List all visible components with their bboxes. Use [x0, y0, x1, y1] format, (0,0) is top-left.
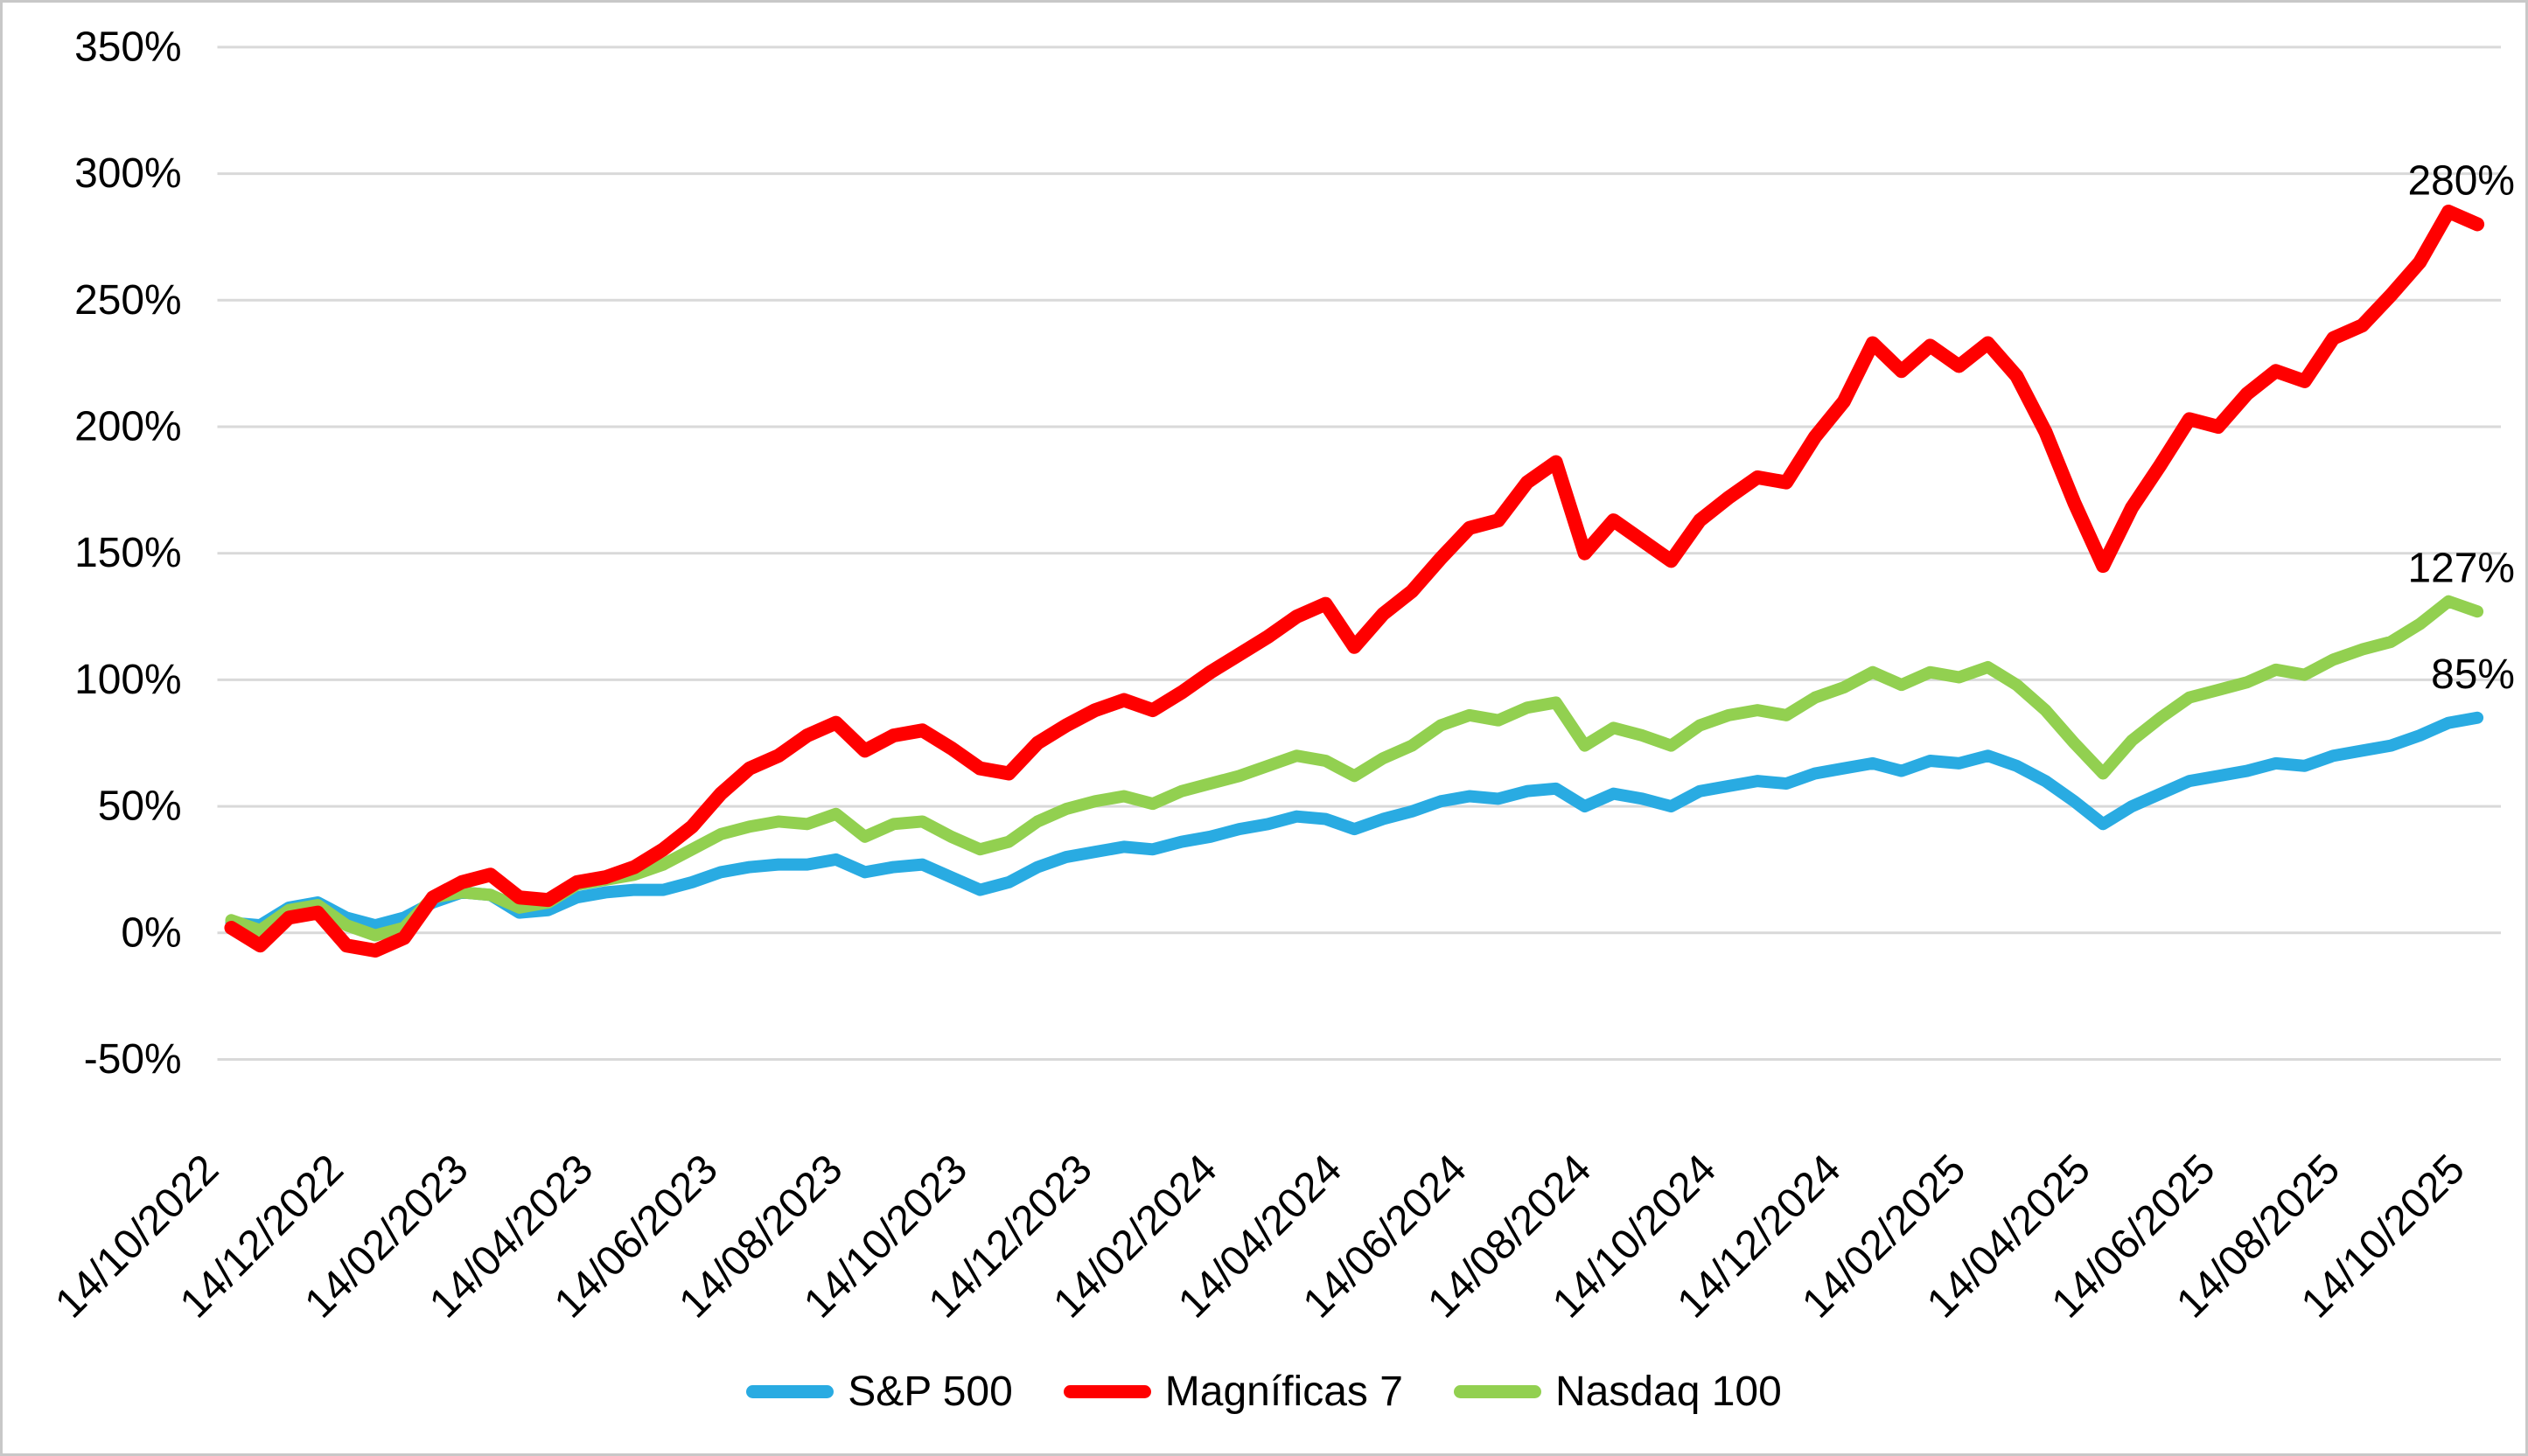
legend: S&P 500 Magníficas 7 Nasdaq 100 [3, 1351, 2525, 1432]
y-axis-label: 100% [74, 657, 182, 703]
y-axis-label: 50% [98, 784, 182, 830]
y-axis-label: 0% [121, 909, 181, 956]
legend-label-magnificas-7: Magníficas 7 [1164, 1368, 1403, 1415]
y-axis-label: 300% [74, 150, 182, 197]
y-axis-label: 150% [74, 530, 182, 576]
series-end-label-magnificas-7: 280% [2408, 158, 2516, 205]
series-line-s-p-500 [225, 711, 2484, 932]
legend-item-s-p-500: S&P 500 [746, 1368, 1013, 1416]
legend-label-nasdaq-100: Nasdaq 100 [1554, 1368, 1782, 1415]
legend-item-magnificas-7: Magníficas 7 [1063, 1368, 1403, 1416]
y-axis-label: 250% [74, 277, 182, 324]
legend-swatch-nasdaq-100 [1453, 1384, 1541, 1398]
series-end-label-nasdaq-100: 127% [2408, 545, 2516, 591]
legend-swatch-magnificas-7 [1063, 1384, 1151, 1398]
y-axis-label: 200% [74, 403, 182, 449]
legend-label-s-p-500: S&P 500 [848, 1368, 1013, 1415]
series-line-magnificas-7 [224, 205, 2485, 958]
y-axis-label: -50% [84, 1036, 182, 1083]
legend-item-nasdaq-100: Nasdaq 100 [1453, 1368, 1782, 1416]
y-axis-label: 350% [74, 24, 182, 70]
legend-swatch-s-p-500 [746, 1384, 835, 1398]
plot-area: 350%300%250%200%150%100%50%0%-50%14/10/2… [46, 24, 2516, 1327]
series-end-label-s-p-500: 85% [2431, 651, 2515, 698]
